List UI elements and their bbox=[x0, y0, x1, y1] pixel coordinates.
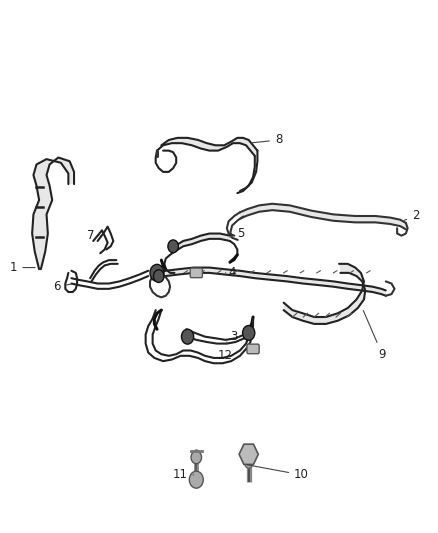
Polygon shape bbox=[157, 138, 258, 156]
Text: 6: 6 bbox=[53, 280, 71, 293]
Text: 8: 8 bbox=[251, 133, 282, 147]
Circle shape bbox=[150, 264, 164, 281]
Circle shape bbox=[181, 329, 194, 344]
Text: 5: 5 bbox=[230, 227, 245, 240]
Text: 9: 9 bbox=[363, 311, 386, 361]
Polygon shape bbox=[32, 158, 74, 269]
Circle shape bbox=[189, 471, 203, 488]
Polygon shape bbox=[240, 204, 406, 229]
Circle shape bbox=[153, 270, 164, 282]
Text: 4: 4 bbox=[226, 266, 236, 279]
Text: 1: 1 bbox=[10, 261, 35, 274]
Circle shape bbox=[245, 458, 253, 468]
Polygon shape bbox=[174, 233, 230, 252]
Polygon shape bbox=[157, 268, 386, 296]
Text: 10: 10 bbox=[247, 465, 309, 481]
Text: 11: 11 bbox=[173, 469, 194, 481]
Circle shape bbox=[243, 326, 255, 341]
Circle shape bbox=[168, 240, 178, 253]
Text: 12: 12 bbox=[218, 342, 233, 362]
Text: 7: 7 bbox=[87, 229, 100, 242]
Text: 2: 2 bbox=[404, 209, 420, 222]
Polygon shape bbox=[284, 264, 365, 324]
Circle shape bbox=[191, 451, 201, 464]
FancyBboxPatch shape bbox=[190, 268, 202, 278]
Text: 3: 3 bbox=[230, 330, 239, 343]
FancyBboxPatch shape bbox=[247, 344, 259, 354]
